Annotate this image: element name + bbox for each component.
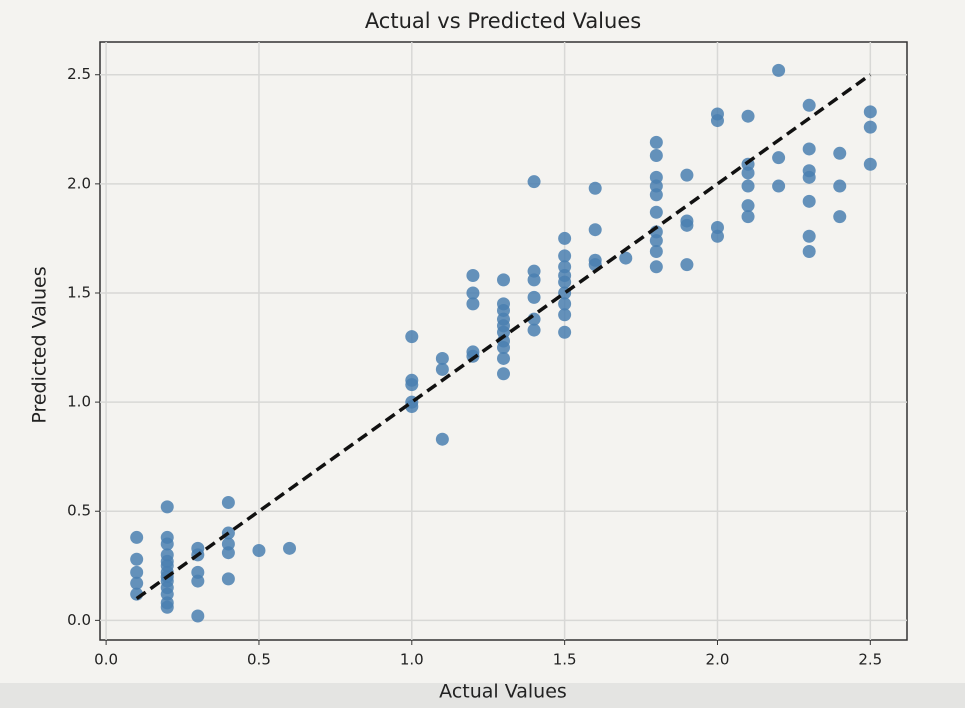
- scatter-point: [863, 105, 877, 119]
- scatter-point: [221, 546, 235, 560]
- scatter-point: [649, 245, 663, 259]
- scatter-point: [527, 290, 541, 304]
- scatter-point: [435, 432, 449, 446]
- y-tick-label: 0.0: [67, 611, 91, 629]
- x-tick-label: 0.5: [247, 651, 271, 669]
- scatter-point: [802, 245, 816, 259]
- scatter-point: [130, 552, 144, 566]
- y-tick-label: 2.0: [67, 174, 91, 192]
- scatter-point: [466, 286, 480, 300]
- scatter-point: [435, 362, 449, 376]
- x-tick-label: 2.0: [706, 651, 730, 669]
- scatter-point: [527, 273, 541, 287]
- scatter-point: [160, 600, 174, 614]
- scatter-point: [802, 229, 816, 243]
- scatter-point: [710, 229, 724, 243]
- scatter-point: [497, 351, 510, 365]
- scatter-point: [649, 205, 663, 219]
- x-tick-label: 0.0: [94, 651, 118, 669]
- y-tick-label: 0.5: [67, 502, 91, 520]
- scatter-point: [588, 181, 602, 195]
- scatter-point: [558, 275, 572, 289]
- scatter-point: [833, 210, 847, 224]
- scatter-point: [497, 341, 510, 355]
- scatter-point: [649, 188, 663, 202]
- scatter-point: [772, 179, 786, 193]
- scatter-point: [558, 249, 572, 263]
- scatter-point: [191, 574, 205, 588]
- scatter-point: [680, 258, 694, 272]
- scatter-point: [130, 530, 144, 544]
- scatter-point: [741, 210, 755, 224]
- y-axis-label: Predicted Values: [29, 266, 51, 423]
- reference-line: [135, 73, 872, 600]
- scatter-point: [160, 500, 174, 514]
- scatter-point: [833, 179, 847, 193]
- scatter-point: [802, 142, 816, 156]
- x-axis-label: Actual Values: [439, 681, 567, 703]
- scatter-point: [741, 179, 755, 193]
- scatter-point: [741, 166, 755, 180]
- scatter-point: [527, 323, 541, 337]
- scatter-point: [497, 273, 510, 287]
- scatter-point: [802, 194, 816, 208]
- scatter-point: [466, 269, 480, 283]
- scatter-point: [680, 218, 694, 232]
- scatter-point: [649, 135, 663, 149]
- scatter-point: [649, 260, 663, 274]
- scatter-point: [130, 565, 144, 579]
- scatter-point: [649, 148, 663, 162]
- y-tick-label: 1.5: [67, 283, 91, 301]
- x-tick-label: 2.5: [858, 651, 882, 669]
- scatter-point: [863, 120, 877, 134]
- scatter-point: [191, 609, 205, 623]
- y-tick-label: 1.0: [67, 393, 91, 411]
- scatter-point: [710, 114, 724, 128]
- bottom-strip: [0, 683, 965, 708]
- scatter-point: [252, 544, 266, 558]
- scatter-point: [772, 63, 786, 77]
- scatter-point: [221, 496, 235, 510]
- scatter-point: [283, 541, 297, 555]
- plot-frame: [99, 41, 908, 641]
- y-tick-label: 2.5: [67, 65, 91, 83]
- x-tick-label: 1.0: [400, 651, 424, 669]
- scatter-point: [435, 351, 449, 365]
- scatter-point: [588, 223, 602, 237]
- scatter-point: [558, 231, 572, 245]
- scatter-point: [466, 297, 480, 311]
- scatter-point: [405, 378, 419, 392]
- scatter-point: [741, 109, 755, 123]
- scatter-point: [497, 367, 510, 381]
- scatter-point: [558, 308, 572, 322]
- scatter-point: [221, 572, 235, 586]
- scatter-point: [558, 325, 572, 339]
- scatter-point: [680, 168, 694, 182]
- scatter-point: [160, 537, 174, 551]
- scatter-point: [619, 251, 633, 265]
- scatter-point: [405, 399, 419, 413]
- scatter-point: [130, 576, 144, 590]
- x-tick-label: 1.5: [553, 651, 577, 669]
- scatter-point: [558, 297, 572, 311]
- scatter-point: [863, 157, 877, 171]
- chart-title: Actual vs Predicted Values: [365, 9, 641, 33]
- scatter-point: [833, 146, 847, 160]
- scatter-point: [772, 151, 786, 165]
- scatter-point: [802, 170, 816, 184]
- scatter-point: [741, 199, 755, 213]
- scatter-point: [649, 234, 663, 248]
- scatter-point: [527, 175, 541, 189]
- scatter-point: [405, 330, 419, 344]
- scatter-point: [802, 98, 816, 112]
